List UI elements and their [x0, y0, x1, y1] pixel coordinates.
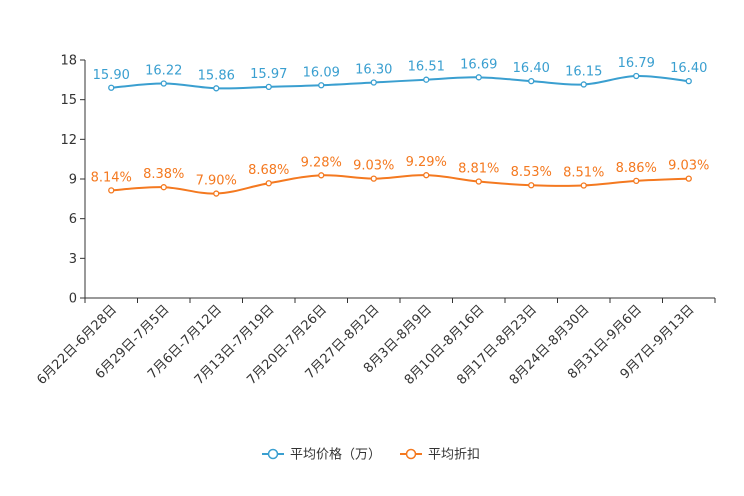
- data-point[interactable]: [685, 175, 692, 182]
- data-label: 16.22: [145, 64, 182, 79]
- data-point[interactable]: [213, 190, 220, 197]
- data-label: 16.51: [408, 60, 445, 75]
- data-point[interactable]: [423, 76, 430, 83]
- data-label: 16.40: [670, 61, 707, 76]
- data-point[interactable]: [108, 187, 115, 194]
- data-label: 15.97: [250, 67, 287, 82]
- data-label: 16.15: [565, 64, 602, 79]
- data-point[interactable]: [528, 182, 535, 189]
- legend-item-2[interactable]: 平均折扣: [400, 448, 480, 463]
- data-label: 7.90%: [196, 174, 237, 189]
- series-1: 15.90 16.22 15.86 15.97 16.09 16.30 16.51 16.69…: [93, 56, 707, 92]
- y-tick-label: 12: [60, 133, 77, 148]
- series-line: [111, 74, 689, 90]
- y-tick-label: 6: [69, 212, 77, 227]
- data-point[interactable]: [160, 184, 167, 191]
- data-label: 8.38%: [143, 167, 184, 182]
- data-label: 8.51%: [563, 165, 604, 180]
- data-point[interactable]: [633, 177, 640, 185]
- data-point[interactable]: [475, 178, 482, 185]
- data-point[interactable]: [685, 78, 692, 85]
- data-label: 9.03%: [353, 159, 394, 174]
- data-point[interactable]: [370, 79, 377, 86]
- data-label: 8.81%: [458, 162, 499, 177]
- series-line: [111, 174, 689, 195]
- data-point[interactable]: [423, 172, 430, 179]
- series-layer: 15.90 16.22 15.86 15.97 16.09 16.30 16.51 16.69…: [91, 56, 709, 197]
- data-label: 9.29%: [406, 155, 447, 170]
- data-point[interactable]: [265, 180, 272, 187]
- data-label: 16.40: [513, 61, 550, 76]
- data-label: 8.86%: [616, 161, 657, 176]
- legend-marker: [405, 448, 417, 460]
- data-label: 8.14%: [91, 170, 132, 185]
- data-point[interactable]: [580, 182, 587, 189]
- axes: 03691215186月22日-6月28日6月29日-7月5日7月6日-7月12…: [34, 54, 716, 388]
- data-label: 15.86: [198, 68, 235, 83]
- series-2: 8.14% 8.38% 7.90% 8.68% 9.28% 9.03% 9.29% 8.81%…: [91, 155, 709, 197]
- data-point[interactable]: [528, 78, 535, 85]
- y-tick-label: 18: [60, 54, 77, 69]
- legend-label: 平均价格（万）: [290, 447, 381, 463]
- y-tick-label: 0: [69, 292, 77, 307]
- data-label: 16.69: [460, 57, 497, 72]
- data-label: 8.68%: [248, 163, 289, 178]
- legend-marker: [267, 448, 279, 460]
- data-label: 8.53%: [511, 165, 552, 180]
- data-point[interactable]: [633, 72, 640, 80]
- data-point[interactable]: [108, 84, 115, 91]
- data-label: 9.28%: [301, 155, 342, 170]
- data-label: 9.03%: [668, 159, 709, 174]
- data-label: 16.09: [303, 65, 340, 80]
- data-point[interactable]: [265, 83, 272, 90]
- data-point[interactable]: [580, 81, 587, 88]
- legend-label: 平均折扣: [428, 448, 480, 463]
- legend[interactable]: 平均价格（万） 平均折扣: [262, 447, 480, 463]
- data-label: 16.30: [355, 62, 392, 77]
- y-tick-label: 15: [60, 93, 77, 108]
- data-point[interactable]: [160, 80, 167, 87]
- y-tick-label: 3: [69, 252, 77, 267]
- data-label: 16.79: [618, 56, 655, 71]
- data-point[interactable]: [318, 172, 325, 179]
- data-point[interactable]: [370, 175, 377, 182]
- data-point[interactable]: [475, 74, 482, 81]
- data-point[interactable]: [318, 82, 325, 89]
- data-label: 15.90: [93, 68, 130, 83]
- y-tick-label: 9: [69, 173, 77, 188]
- legend-item-1[interactable]: 平均价格（万）: [262, 447, 381, 463]
- data-point[interactable]: [213, 85, 220, 92]
